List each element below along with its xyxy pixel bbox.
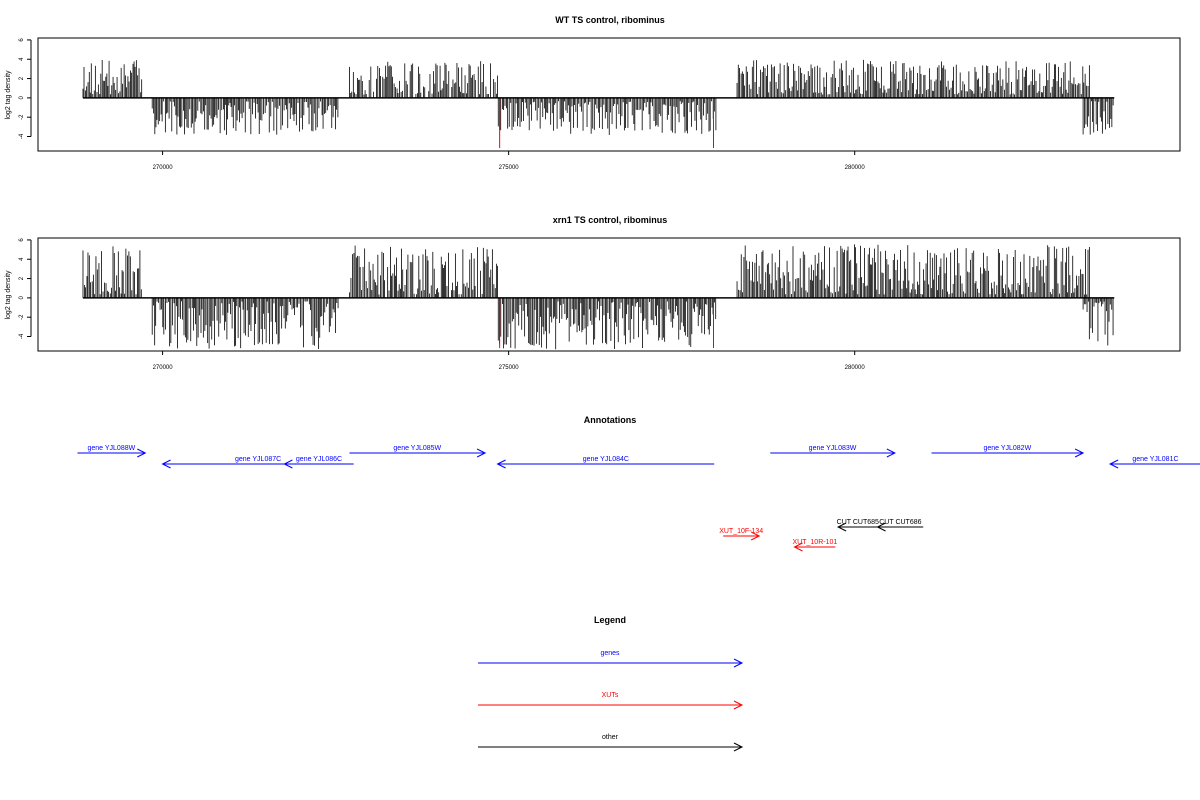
feature-arrowhead <box>161 459 171 469</box>
legend: Legend genes XUTs other <box>478 615 744 752</box>
feature-arrows: gene YJL088W gene YJL087C gene YJL086C gene… <box>77 445 1200 552</box>
feature-arrowhead <box>496 459 506 469</box>
feature-arrowhead <box>836 522 847 532</box>
legend-items: genes XUTs other <box>478 650 744 752</box>
feature-arrowhead <box>793 542 803 552</box>
feature-label: XUT_10R-101 <box>793 539 838 546</box>
feature-gene-yjl083w: gene YJL083W <box>770 445 896 458</box>
legend-item-genes: genes <box>478 650 744 668</box>
xrn1-coverage-panel: xrn1 TS control, ribominus -4 -2 0 2 4 6 2700… <box>5 215 1181 371</box>
feature-arrowhead <box>283 459 293 469</box>
feature-gene-yjl088w: gene YJL088W <box>77 445 147 458</box>
feature-arrowhead <box>750 531 761 541</box>
feature-xut-10f-134: XUT_10F-134 <box>719 528 763 541</box>
feature-label: gene YJL087C <box>235 456 281 463</box>
feature-label: gene YJL082W <box>983 445 1031 452</box>
legend-item-xuts: XUTs <box>478 692 744 710</box>
x-tick-label: 280000 <box>845 365 866 371</box>
legend-item-label: other <box>602 734 619 741</box>
feature-label: gene YJL088W <box>87 445 135 452</box>
x-tick-label: 280000 <box>845 165 866 171</box>
legend-arrowhead <box>733 742 744 752</box>
wt-coverage-panel: WT TS control, ribominus -4 -2 0 2 4 6 270000… <box>5 15 1181 171</box>
x-tick-label: 270000 <box>153 365 174 371</box>
feature-arrowhead <box>137 448 147 458</box>
feature-xut-10r-101: XUT_10R-101 <box>793 539 838 552</box>
feature-arrowhead <box>476 448 487 458</box>
feature-label: gene YJL086C <box>296 456 342 463</box>
x-tick-label: 275000 <box>499 165 520 171</box>
xrn1-coverage-bars <box>82 244 1115 350</box>
y-tick-label: 4 <box>19 57 25 61</box>
y-tick-label: -4 <box>19 333 25 339</box>
feature-gene-yjl085w: gene YJL085W <box>349 445 487 458</box>
annotations-title: Annotations <box>584 415 637 425</box>
feature-arrowhead <box>1108 459 1119 469</box>
feature-cut-cut686: CUT CUT686 <box>876 519 924 532</box>
y-tick-label: -4 <box>19 133 25 139</box>
feature-cut-cut685: CUT CUT685 <box>836 519 879 532</box>
feature-label: gene YJL081C <box>1132 456 1178 463</box>
feature-arrowhead <box>876 522 886 532</box>
feature-label: gene YJL085W <box>393 445 441 452</box>
xrn1-x-axis: 270000 275000 280000 <box>153 350 866 371</box>
wt-coverage-bars <box>82 59 1115 149</box>
y-tick-label: 6 <box>19 238 25 242</box>
feature-label: XUT_10F-134 <box>719 528 763 535</box>
wt-x-axis: 270000 275000 280000 <box>153 150 866 171</box>
legend-item-other: other <box>478 734 744 752</box>
feature-gene-yjl081c: gene YJL081C <box>1108 456 1200 469</box>
y-tick-label: -2 <box>19 114 25 120</box>
feature-label: CUT CUT686 <box>879 519 921 526</box>
feature-gene-yjl084c: gene YJL084C <box>496 456 715 469</box>
wt-panel-title: WT TS control, ribominus <box>555 15 665 25</box>
feature-label: gene YJL084C <box>583 456 629 463</box>
x-tick-label: 275000 <box>499 365 520 371</box>
y-tick-label: 4 <box>19 257 25 261</box>
legend-title: Legend <box>594 615 626 625</box>
feature-label: CUT CUT685 <box>837 519 879 526</box>
y-tick-label: 2 <box>19 76 25 80</box>
wt-y-axis-label: log2 tag density <box>5 70 12 120</box>
xrn1-panel-title: xrn1 TS control, ribominus <box>553 215 668 225</box>
xrn1-y-axis-label: log2 tag density <box>5 270 12 320</box>
y-tick-label: 6 <box>19 38 25 42</box>
xrn1-y-axis: -4 -2 0 2 4 6 <box>19 238 32 339</box>
feature-gene-yjl086c: gene YJL086C <box>283 456 354 469</box>
y-tick-label: 0 <box>19 96 25 100</box>
y-tick-label: 0 <box>19 296 25 300</box>
legend-item-label: XUTs <box>602 692 619 699</box>
legend-arrowhead <box>733 658 744 668</box>
feature-gene-yjl082w: gene YJL082W <box>931 445 1085 458</box>
feature-arrowhead <box>886 448 896 458</box>
y-tick-label: -2 <box>19 314 25 320</box>
x-tick-label: 270000 <box>153 165 174 171</box>
feature-arrowhead <box>1074 448 1085 458</box>
y-tick-label: 2 <box>19 276 25 280</box>
feature-label: gene YJL083W <box>809 445 857 452</box>
legend-item-label: genes <box>600 650 620 657</box>
legend-arrowhead <box>733 700 744 710</box>
wt-y-axis: -4 -2 0 2 4 6 <box>19 38 32 139</box>
